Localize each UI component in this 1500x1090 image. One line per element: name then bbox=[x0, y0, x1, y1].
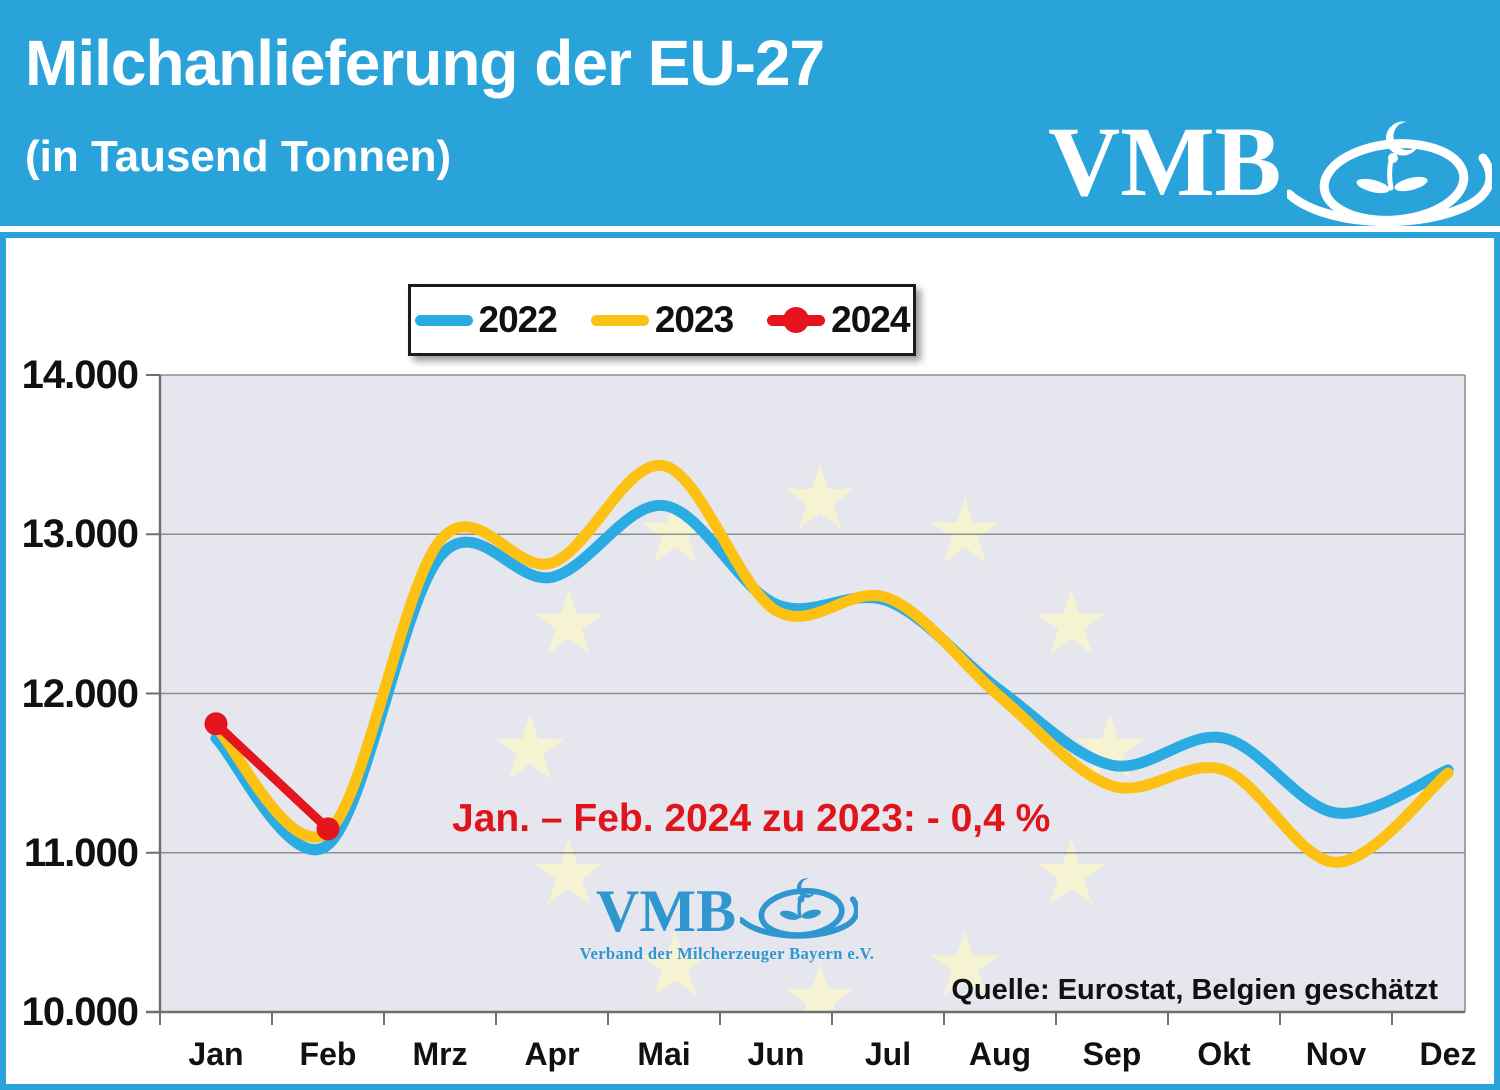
vmb-watermark-swirl-icon bbox=[739, 878, 858, 939]
x-tick-label: Okt bbox=[1197, 1036, 1251, 1072]
legend-label-2023: 2023 bbox=[654, 299, 734, 340]
x-tick-label: Sep bbox=[1082, 1036, 1142, 1072]
x-tick-label: Jun bbox=[747, 1036, 805, 1072]
x-tick-label: Apr bbox=[524, 1036, 580, 1072]
vmb-swirl-icon bbox=[1287, 121, 1493, 227]
legend-marker-dot bbox=[783, 307, 810, 333]
legend-item-2023: 2023 bbox=[590, 299, 734, 341]
x-tick-label: Feb bbox=[299, 1036, 357, 1072]
legend-item-2024: 2024 bbox=[767, 299, 910, 341]
vmb-watermark-text: VMB bbox=[596, 878, 736, 944]
x-tick-label: Nov bbox=[1305, 1036, 1367, 1072]
vmb-watermark: VMB Verband der Milcherzeuger Bayern e.V… bbox=[562, 878, 892, 964]
annotation-text: Jan. – Feb. 2024 zu 2023: - 0,4 % bbox=[452, 797, 1051, 840]
vmb-watermark-caption: Verband der Milcherzeuger Bayern e.V. bbox=[579, 944, 875, 963]
legend-swatch-2024 bbox=[767, 307, 826, 333]
legend-item-2022: 2022 bbox=[414, 299, 558, 341]
x-tick-label: Mrz bbox=[412, 1036, 468, 1072]
header: Milchanlieferung der EU-27 (in Tausend T… bbox=[0, 0, 1500, 227]
x-tick-label: Jan bbox=[188, 1036, 244, 1072]
legend: 2022 2023 2024 bbox=[408, 284, 916, 356]
x-tick-label: Aug bbox=[968, 1036, 1032, 1072]
y-tick-label: 14.000 bbox=[21, 353, 139, 397]
legend-swatch-2023 bbox=[590, 314, 649, 326]
legend-swatch-2022 bbox=[414, 314, 473, 326]
legend-label-2022: 2022 bbox=[478, 299, 558, 340]
x-tick-label: Mai bbox=[637, 1036, 691, 1072]
page-subtitle: (in Tausend Tonnen) bbox=[25, 132, 452, 181]
vmb-logo-text: VMB bbox=[1048, 106, 1282, 217]
legend-label-2024: 2024 bbox=[831, 299, 910, 340]
x-tick-label: Dez bbox=[1419, 1036, 1477, 1072]
y-tick-label: 10.000 bbox=[21, 990, 139, 1034]
x-tick-label: Jul bbox=[864, 1036, 912, 1072]
y-tick-label: 12.000 bbox=[21, 671, 139, 716]
vmb-logo: VMB bbox=[1048, 106, 1493, 232]
y-tick-label: 13.000 bbox=[21, 512, 139, 557]
source-text: Quelle: Eurostat, Belgien geschätzt bbox=[951, 974, 1438, 1006]
y-tick-label: 11.000 bbox=[23, 830, 139, 875]
page-title: Milchanlieferung der EU-27 bbox=[25, 27, 825, 99]
